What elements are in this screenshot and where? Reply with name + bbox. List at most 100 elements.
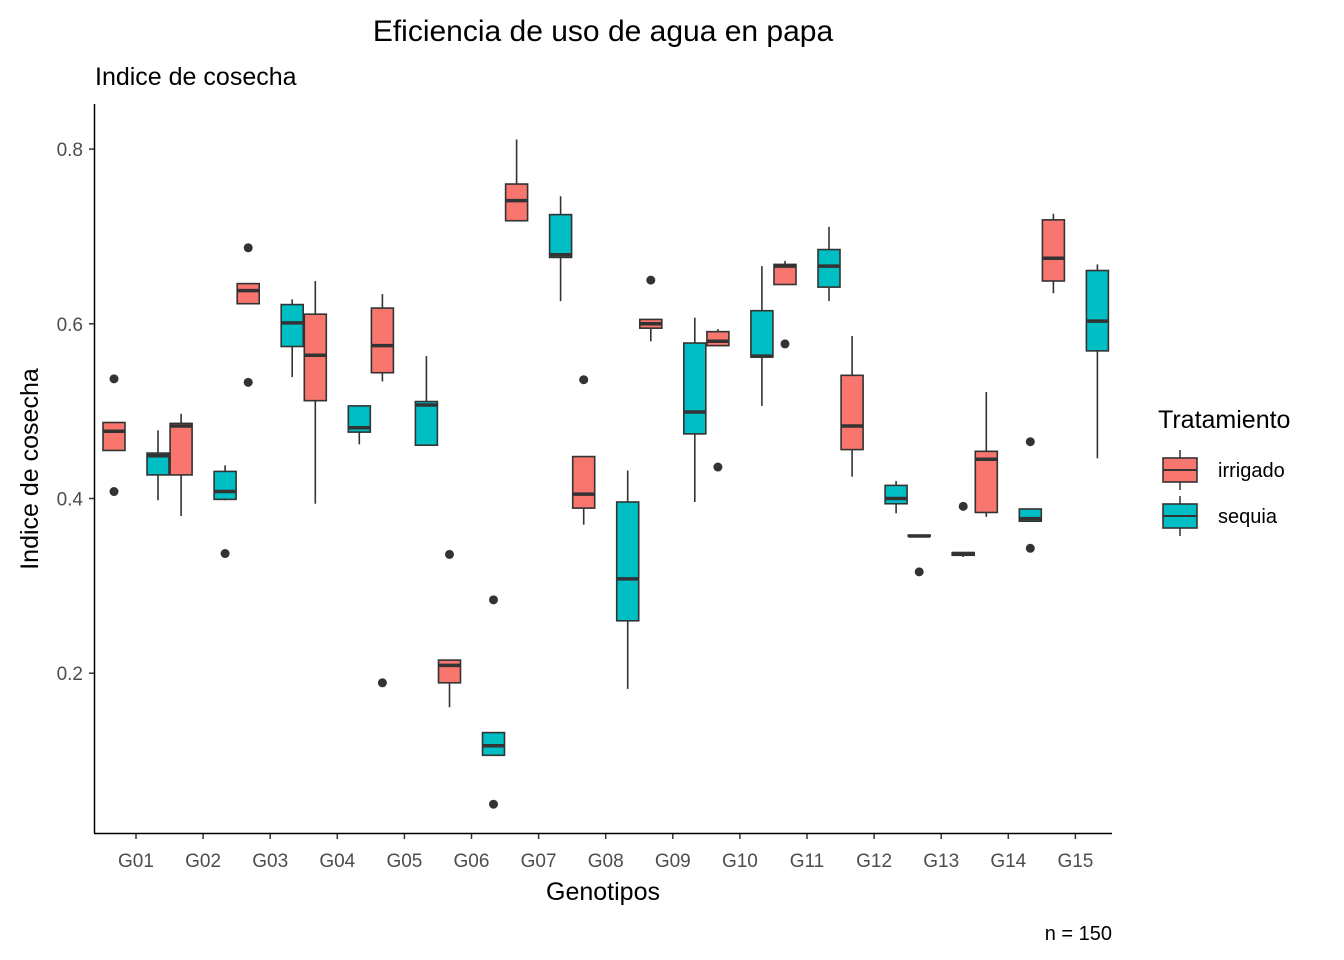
legend: Tratamiento irrigado sequia <box>1158 406 1290 536</box>
chart-subtitle: Indice de cosecha <box>95 63 297 91</box>
x-tick-label: G06 <box>454 851 490 872</box>
outlier-point <box>243 377 253 387</box>
x-tick-label: G10 <box>722 851 758 872</box>
y-tick-label: 0.8 <box>57 140 83 161</box>
box-body <box>615 501 640 622</box>
box-g10-irrigado <box>706 329 730 472</box>
box-body <box>571 455 596 509</box>
box-body <box>169 422 193 476</box>
box-g03-irrigado <box>236 243 260 387</box>
box-body <box>146 452 170 476</box>
box-body <box>370 307 395 374</box>
legend-label: sequia <box>1218 506 1278 528</box>
x-tick-label: G14 <box>990 851 1026 872</box>
box-body <box>974 450 999 514</box>
outlier-point <box>1025 543 1035 553</box>
box-body <box>840 374 864 451</box>
box-body <box>884 484 908 505</box>
box-body <box>1041 219 1066 282</box>
outlier-point <box>489 799 498 809</box>
x-tick-label: G07 <box>521 851 557 872</box>
box-body <box>437 659 462 684</box>
box-g10-sequia <box>750 266 774 406</box>
box-body <box>236 282 260 305</box>
box-g09-sequia <box>682 317 707 502</box>
box-body <box>303 313 328 402</box>
outlier-point <box>109 374 119 384</box>
box-g12-sequia <box>884 481 908 514</box>
box-g05-irrigado <box>370 294 395 688</box>
y-tick-label: 0.2 <box>57 664 83 685</box>
legend-label: irrigado <box>1218 460 1285 482</box>
box-g11-irrigado <box>773 260 797 349</box>
y-tick-label: 0.6 <box>57 315 83 336</box>
x-tick-label: G12 <box>856 851 892 872</box>
x-tick-label: G08 <box>588 851 624 872</box>
box-body <box>548 213 573 259</box>
outlier-point <box>646 275 656 285</box>
outlier-point <box>220 549 230 559</box>
box-g03-sequia <box>280 299 305 378</box>
outlier-point <box>489 595 498 605</box>
outlier-point <box>958 501 968 511</box>
outlier-point <box>914 567 924 577</box>
box-g05-sequia <box>414 356 439 447</box>
outlier-point <box>445 549 454 559</box>
y-axis-ticks: 0.2 0.4 0.6 0.8 <box>57 140 94 685</box>
box-body <box>347 405 372 433</box>
x-tick-label: G09 <box>655 851 691 872</box>
outlier-point <box>243 243 253 253</box>
chart-title: Eficiencia de uso de agua en papa <box>373 15 834 48</box>
x-tick-label: G13 <box>923 851 959 872</box>
legend-title: Tratamiento <box>1158 406 1290 434</box>
outlier-point <box>713 462 723 472</box>
box-g06-sequia <box>481 595 506 809</box>
x-axis-ticks: G01 G02 G03 G04 G05 G06 G07 G08 G09 G10 G11 G12 G13 G… <box>118 834 1093 872</box>
y-axis-title: Indice de cosecha <box>16 368 44 570</box>
box-g01-sequia <box>146 430 170 501</box>
x-tick-label: G11 <box>790 851 825 872</box>
legend-item-sequia: sequia <box>1162 496 1278 536</box>
plot-area <box>102 139 1110 809</box>
box-g08-irrigado <box>571 375 596 525</box>
box-body <box>1085 269 1110 352</box>
chart-caption: n = 150 <box>1045 923 1112 945</box>
outlier-point <box>780 339 790 349</box>
outlier-point <box>1025 437 1035 447</box>
box-g11-sequia <box>817 226 841 302</box>
y-tick-label: 0.4 <box>57 490 84 511</box>
box-body <box>817 248 841 288</box>
x-axis-title: Genotipos <box>546 878 660 906</box>
box-g14-sequia <box>1018 437 1043 553</box>
x-tick-label: G04 <box>319 851 355 872</box>
box-body <box>750 309 774 358</box>
box-body <box>280 303 305 348</box>
outlier-point <box>377 678 387 688</box>
box-g13-irrigado <box>907 534 932 577</box>
box-g09-irrigado <box>638 275 663 342</box>
x-tick-label: G01 <box>118 851 154 872</box>
box-g04-irrigado <box>303 280 328 504</box>
x-tick-label: G05 <box>386 851 422 872</box>
box-body <box>706 330 730 347</box>
x-tick-label: G03 <box>252 851 288 872</box>
box-g06-irrigado <box>437 549 462 708</box>
box-g14-irrigado <box>974 391 999 517</box>
x-tick-label: G02 <box>185 851 221 872</box>
outlier-point <box>579 375 589 385</box>
box-body <box>682 342 707 435</box>
box-g07-irrigado <box>504 139 529 222</box>
box-g08-sequia <box>615 470 640 689</box>
x-tick-label: G15 <box>1057 851 1093 872</box>
box-g15-sequia <box>1085 264 1110 459</box>
box-body <box>213 470 237 501</box>
box-g15-irrigado <box>1041 213 1066 294</box>
box-g07-sequia <box>548 196 573 302</box>
box-body <box>102 421 126 452</box>
box-g02-irrigado <box>169 413 193 516</box>
legend-item-irrigado: irrigado <box>1162 450 1285 490</box>
box-g01-irrigado <box>102 374 126 497</box>
box-g13-sequia <box>951 501 976 558</box>
box-body <box>414 400 439 447</box>
